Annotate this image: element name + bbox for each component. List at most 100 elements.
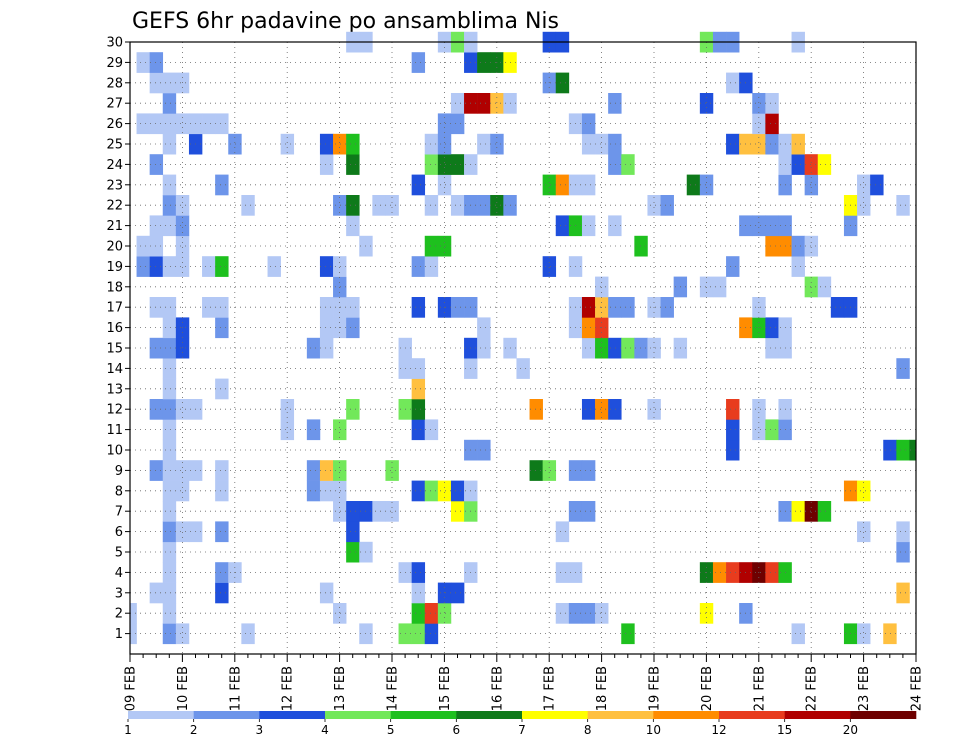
heatmap-cell <box>162 439 177 461</box>
heatmap-cell <box>896 541 910 563</box>
heatmap-cell <box>804 276 819 298</box>
heatmap-cell <box>437 480 452 502</box>
x-tick-label: 09 FEB <box>124 666 139 711</box>
x-tick-label: 18 FEB <box>595 666 610 711</box>
heatmap-cell <box>765 317 779 339</box>
heatmap-cell <box>595 276 609 298</box>
heatmap-cell <box>215 317 229 339</box>
heatmap-cell <box>450 154 465 175</box>
y-tick-label: 11 <box>106 423 123 438</box>
colorbar-label: 8 <box>584 723 592 737</box>
heatmap-cell <box>909 439 917 461</box>
heatmap-cell <box>215 582 229 604</box>
x-tick-label: 11 FEB <box>228 666 243 711</box>
heatmap-cell <box>162 419 177 441</box>
heatmap-cell <box>726 562 740 583</box>
heatmap-cell <box>765 133 779 155</box>
colorbar-swatch <box>390 711 457 719</box>
x-tick-label: 23 FEB <box>857 666 872 711</box>
heatmap-cell <box>424 419 439 441</box>
heatmap-cell <box>726 419 740 441</box>
heatmap-cell <box>490 195 504 216</box>
heatmap-cell <box>346 541 360 563</box>
heatmap-cell <box>477 52 491 73</box>
x-tick-label: 22 FEB <box>805 666 820 711</box>
heatmap-cell <box>372 195 386 216</box>
heatmap-cell <box>130 603 137 624</box>
y-tick-label: 18 <box>106 280 123 295</box>
heatmap-cell <box>608 399 622 420</box>
heatmap-cell <box>608 297 622 318</box>
heatmap-cell <box>346 195 360 216</box>
colorbar-swatch <box>719 711 785 719</box>
heatmap-cell <box>215 174 229 196</box>
heatmap-cell <box>857 521 871 543</box>
heatmap-cell <box>490 93 504 114</box>
heatmap-cell <box>581 603 596 624</box>
heatmap-cell <box>202 297 216 318</box>
heatmap-cell <box>581 113 596 135</box>
heatmap-cell <box>385 501 399 522</box>
heatmap-cell <box>804 174 819 196</box>
heatmap-cell <box>319 480 334 502</box>
heatmap-cell <box>346 399 360 420</box>
heatmap-cell <box>162 195 177 216</box>
heatmap-cell <box>424 623 439 645</box>
heatmap-cell <box>333 603 347 624</box>
heatmap-cell <box>477 439 491 461</box>
heatmap-cell <box>333 419 347 441</box>
y-tick-label: 24 <box>106 158 123 173</box>
heatmap-cell <box>175 480 190 502</box>
heatmap-cell <box>791 235 805 257</box>
y-tick-label: 2 <box>115 607 123 622</box>
x-tick-label: 21 FEB <box>752 666 767 711</box>
heatmap-cell <box>162 582 177 604</box>
heatmap-cell <box>437 235 452 257</box>
x-axis: 09 FEB 10 FEB 11 FEB 12 FEB 13 FEB 14 FEB 15 F… <box>124 654 925 711</box>
heatmap-cell <box>162 541 177 563</box>
heatmap-cell <box>581 317 596 339</box>
heatmap-cell <box>202 256 216 277</box>
colorbar-swatch <box>653 711 720 719</box>
heatmap-cell <box>699 603 714 624</box>
heatmap-cell <box>765 337 779 359</box>
heatmap-cell <box>726 256 740 277</box>
x-tick-label: 24 FEB <box>910 666 925 711</box>
heatmap-cell <box>424 235 439 257</box>
heatmap-cell <box>267 256 281 277</box>
heatmap-cell <box>450 297 465 318</box>
colorbar-label: 4 <box>321 723 329 737</box>
heatmap-cell <box>411 358 426 379</box>
heatmap-cell <box>306 337 321 359</box>
heatmap-cell <box>136 256 150 277</box>
heatmap-cell <box>411 174 426 196</box>
heatmap-cell <box>411 562 426 583</box>
heatmap-cell <box>319 460 334 481</box>
heatmap-cell <box>477 133 491 155</box>
heatmap-cell <box>319 256 334 277</box>
heatmap-cell <box>333 133 347 155</box>
heatmap-cell <box>306 460 321 481</box>
heatmap-cell <box>175 235 190 257</box>
heatmap-cell <box>162 133 177 155</box>
colorbar-label: 2 <box>190 723 198 737</box>
heatmap-cell <box>162 297 177 318</box>
heatmap-cell <box>215 113 229 135</box>
heatmap-cell <box>385 195 399 216</box>
heatmap-cell <box>241 623 255 645</box>
heatmap-cell <box>280 399 295 420</box>
heatmap-cell <box>346 215 360 237</box>
heatmap-cell <box>555 215 570 237</box>
heatmap-cell <box>765 93 779 114</box>
x-tick-label: 10 FEB <box>176 666 191 711</box>
heatmap-cell <box>437 154 452 175</box>
colorbar-label: 12 <box>711 723 726 737</box>
heatmap-cell <box>857 480 871 502</box>
heatmap-cell <box>581 337 596 359</box>
heatmap-cell <box>765 113 779 135</box>
heatmap-cell <box>883 439 897 461</box>
heatmap-cell <box>752 399 766 420</box>
heatmap-cell <box>699 174 714 196</box>
heatmap-cell <box>621 337 635 359</box>
heatmap-cell <box>149 215 164 237</box>
